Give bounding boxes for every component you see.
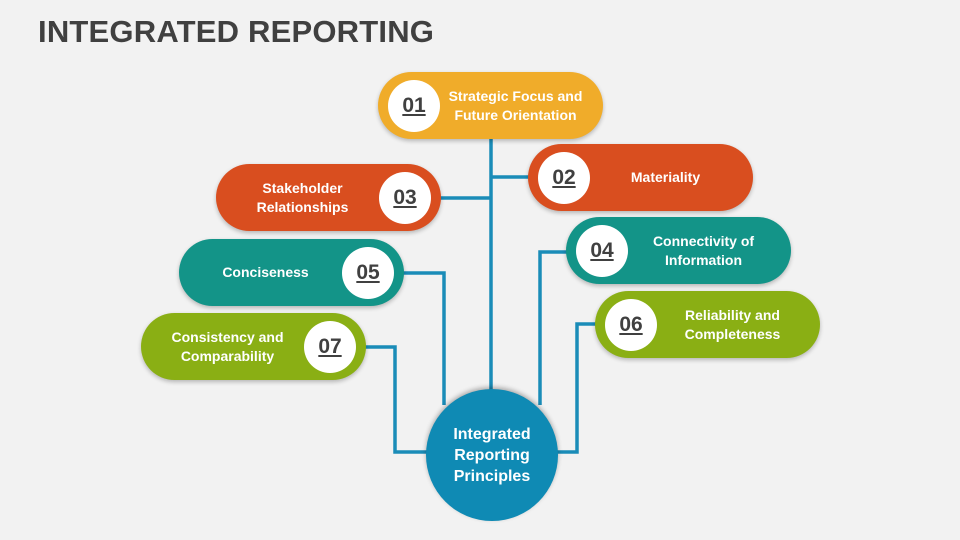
- principle-label: Strategic Focus and Future Orientation: [448, 87, 583, 123]
- principle-01: 01 Strategic Focus and Future Orientatio…: [378, 72, 603, 139]
- principle-02: 02 Materiality: [528, 144, 753, 211]
- number-badge: 03: [379, 172, 431, 224]
- principle-label: Consistency and Comparability: [171, 328, 284, 364]
- connector-04: [538, 250, 568, 405]
- connector-06: [556, 322, 598, 454]
- principle-03: 03 Stakeholder Relationships: [216, 164, 441, 231]
- principle-04: 04 Connectivity of Information: [566, 217, 791, 284]
- principle-label: Materiality: [630, 169, 701, 185]
- number-badge: 07: [304, 321, 356, 373]
- principle-label: Connectivity of Information: [652, 232, 755, 268]
- principle-07: 07 Consistency and Comparability: [141, 313, 366, 380]
- principle-05: 05 Conciseness: [179, 239, 404, 306]
- principle-label: Stakeholder Relationships: [256, 179, 349, 215]
- principle-06: 06 Reliability and Completeness: [595, 291, 820, 358]
- number-badge: 01: [388, 80, 440, 132]
- number-badge: 05: [342, 247, 394, 299]
- connector-07: [362, 345, 428, 454]
- number-badge: 06: [605, 299, 657, 351]
- connector-05: [402, 271, 446, 405]
- hub-circle: Integrated Reporting Principles: [426, 389, 558, 521]
- page-title: INTEGRATED REPORTING: [38, 14, 435, 49]
- principle-label: Conciseness: [222, 264, 309, 280]
- number-badge: 04: [576, 225, 628, 277]
- number-badge: 02: [538, 152, 590, 204]
- principle-label: Reliability and Completeness: [684, 306, 781, 342]
